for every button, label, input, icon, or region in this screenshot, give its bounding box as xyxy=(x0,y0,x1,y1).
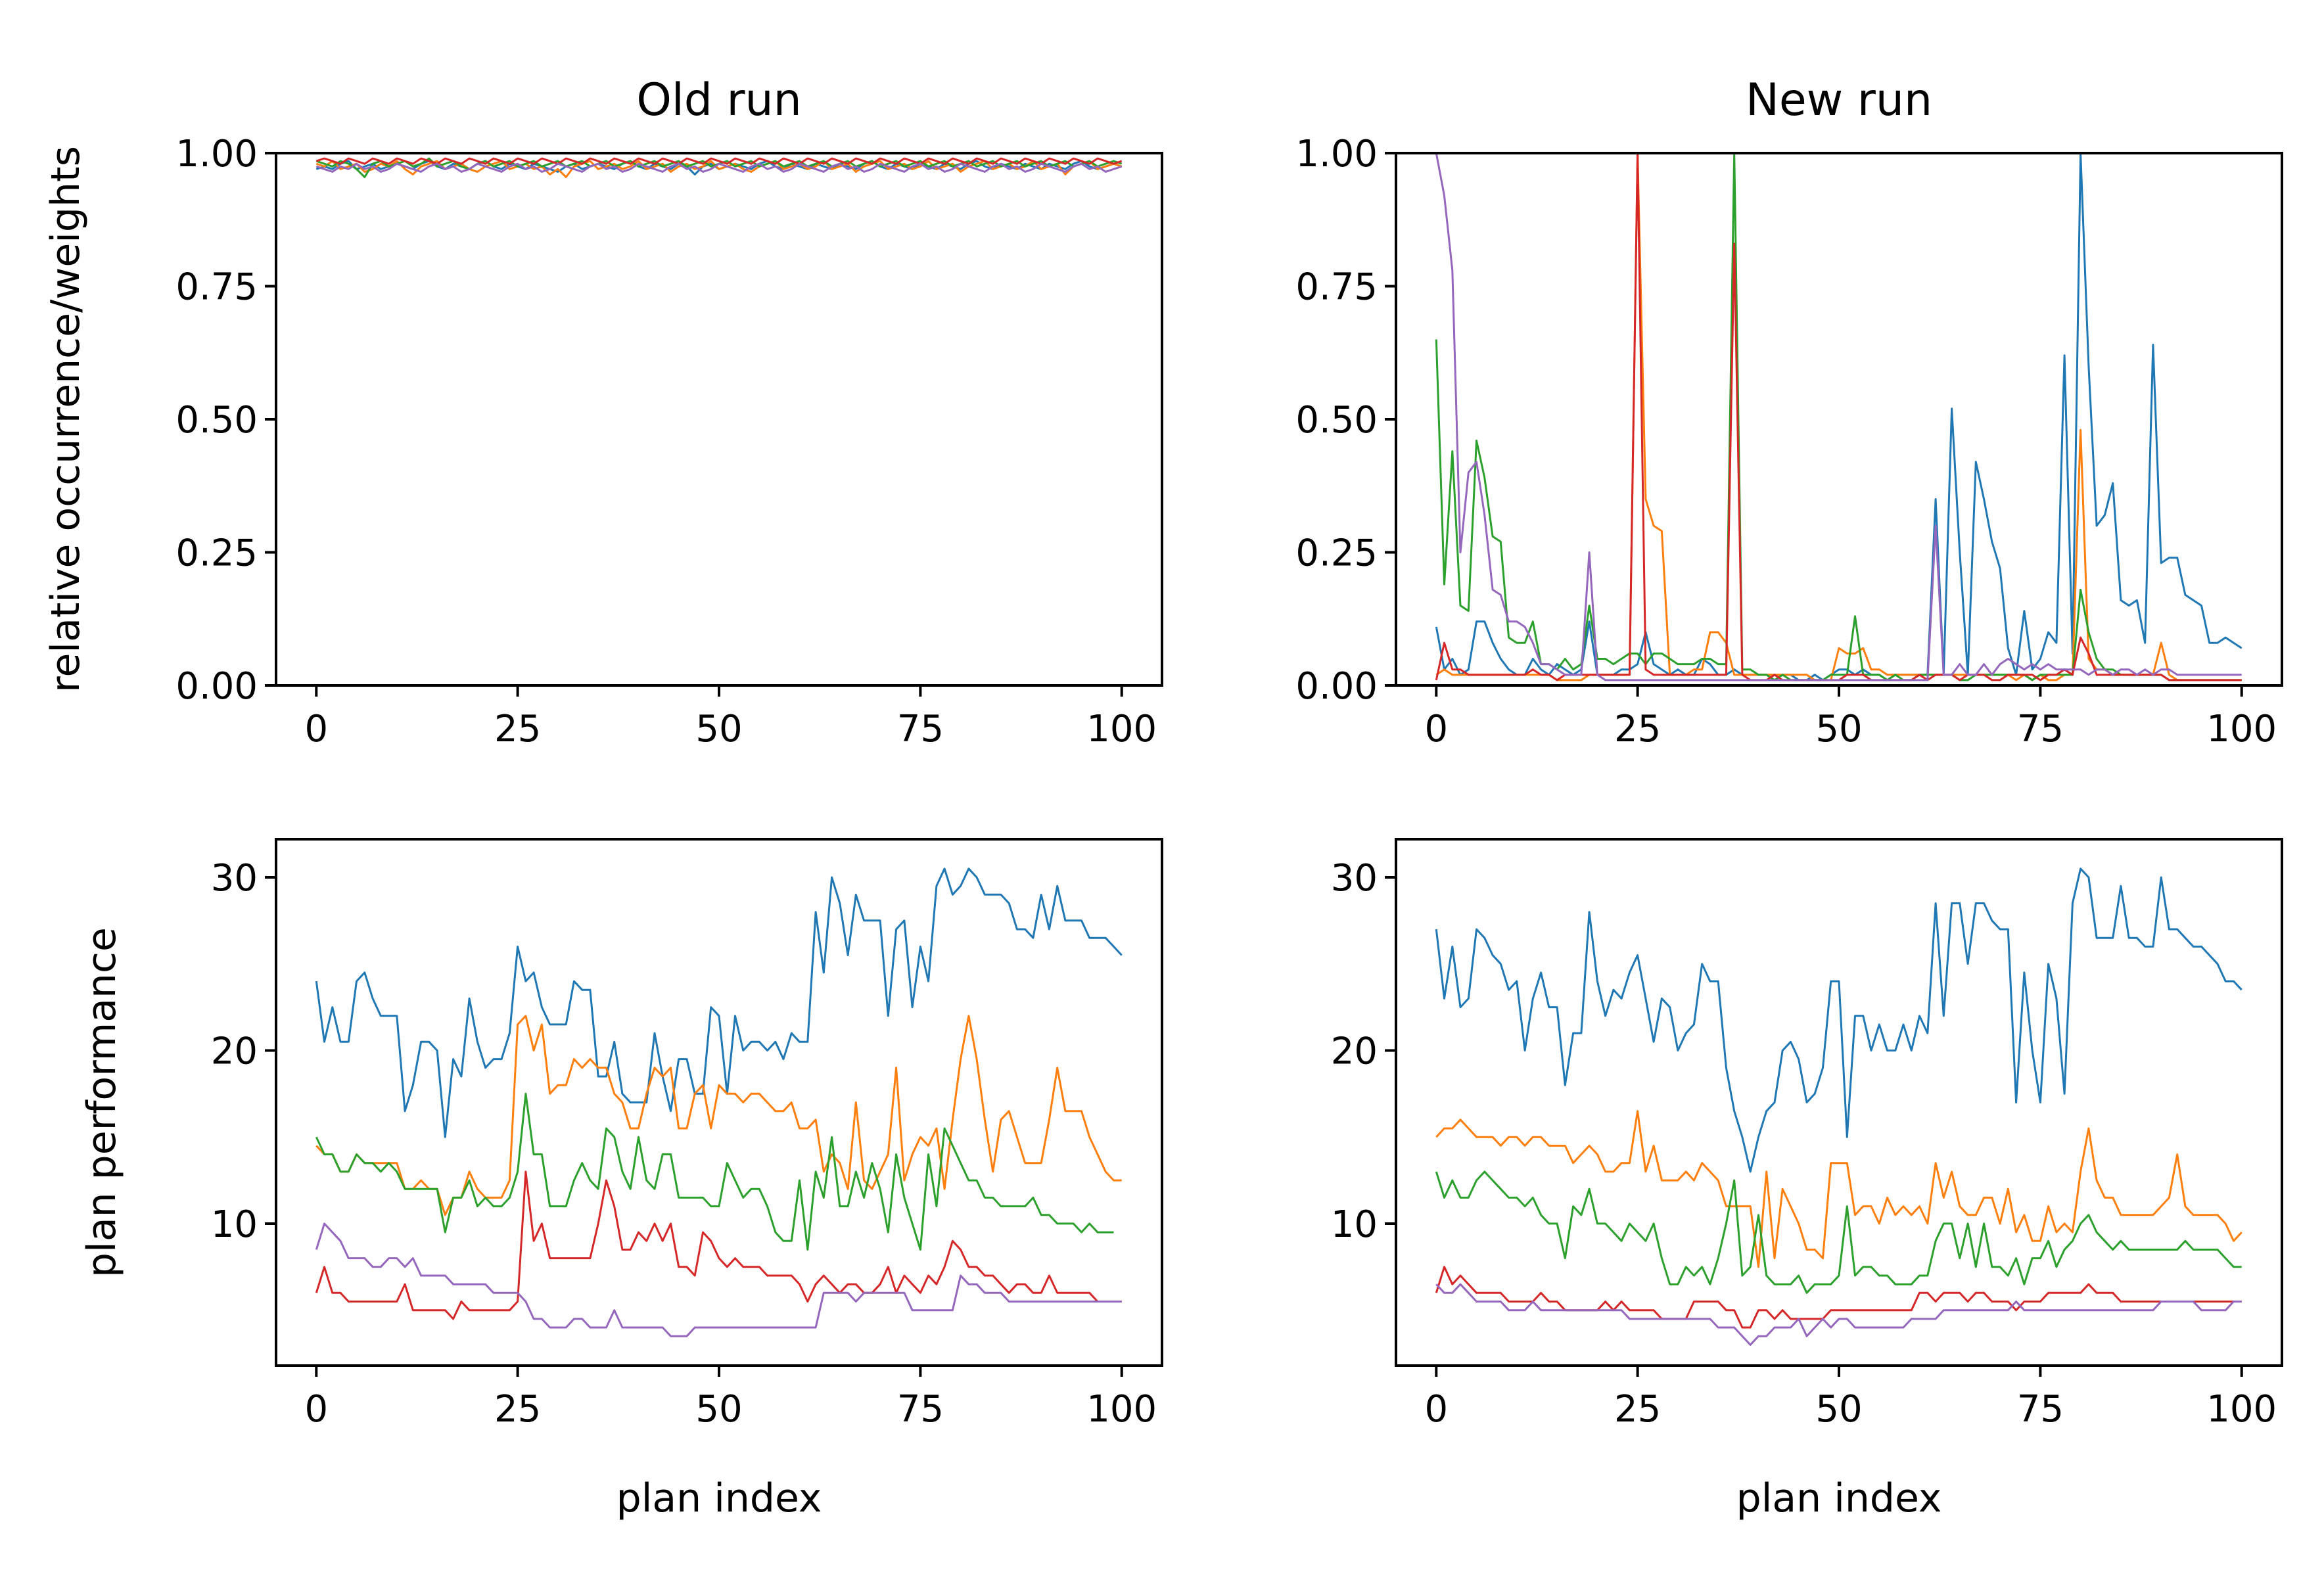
y-axis-label: relative occurrence/weights xyxy=(43,146,89,693)
plot-frame xyxy=(1395,838,2283,1367)
y-tick-label: 0.75 xyxy=(1295,266,1378,309)
x-tick-label: 0 xyxy=(1424,1388,1448,1431)
y-tick-label: 10 xyxy=(1331,1203,1378,1246)
y-tick-label: 0.50 xyxy=(175,399,258,442)
panel-title: Old run xyxy=(636,74,801,126)
series-line-2 xyxy=(315,1015,1122,1216)
y-tick-label: 0.50 xyxy=(1295,399,1378,442)
x-tick-label: 50 xyxy=(695,1388,742,1431)
panel-new-run-performance: plan index 0 25 50 75 100 10 20 30 xyxy=(1331,838,2283,1521)
x-tick-label: 25 xyxy=(494,708,541,750)
panel-old-run-weights: Old run relative occurrence/weights 0 25 5… xyxy=(43,74,1163,750)
series-line-4 xyxy=(315,157,1123,165)
series-line-3 xyxy=(1435,153,2242,681)
x-tick-label: 50 xyxy=(1815,708,1862,750)
x-tick-label: 0 xyxy=(304,708,328,750)
y-tick-label: 0.00 xyxy=(1295,665,1378,708)
series-line-4 xyxy=(315,1170,1122,1320)
x-tick-label: 50 xyxy=(1815,1388,1862,1431)
x-tick-label: 75 xyxy=(897,1388,944,1431)
series-line-5 xyxy=(315,1222,1122,1337)
y-axis-label: plan performance xyxy=(79,927,125,1278)
series-line-1 xyxy=(315,867,1123,1138)
x-tick-label: 25 xyxy=(1614,1388,1661,1431)
x-tick-label: 0 xyxy=(304,1388,328,1431)
y-tick-label: 20 xyxy=(211,1030,258,1073)
x-tick-label: 75 xyxy=(2017,1388,2064,1431)
x-axis-label: plan index xyxy=(616,1475,822,1521)
y-tick-label: 30 xyxy=(1331,857,1378,900)
x-tick-label: 50 xyxy=(695,708,742,750)
plot-frame xyxy=(275,152,1163,687)
series-line-2 xyxy=(1435,1110,2243,1268)
y-tick-label: 0.00 xyxy=(175,665,258,708)
plot-frame xyxy=(275,838,1163,1367)
series-line-3 xyxy=(1435,1170,2242,1294)
x-tick-label: 100 xyxy=(1086,1388,1157,1431)
y-tick-label: 0.25 xyxy=(1295,532,1378,575)
y-tick-label: 0.25 xyxy=(175,532,258,575)
series-line-1 xyxy=(1435,153,2243,681)
x-axis-label: plan index xyxy=(1736,1475,1942,1521)
x-tick-label: 25 xyxy=(494,1388,541,1431)
x-tick-label: 25 xyxy=(1614,708,1661,750)
y-tick-label: 20 xyxy=(1331,1030,1378,1073)
y-tick-label: 1.00 xyxy=(175,133,258,175)
series-line-1 xyxy=(1435,867,2243,1173)
plot-frame xyxy=(1395,152,2283,687)
series-line-5 xyxy=(1435,153,2242,681)
y-tick-label: 1.00 xyxy=(1295,133,1378,175)
panel-old-run-performance: plan performance plan index 0 25 50 75 100 10… xyxy=(79,838,1163,1521)
x-tick-label: 100 xyxy=(1086,708,1157,750)
panel-new-run-weights: New run 0 25 50 75 100 0.00 0.25 0.50 0.75 1.00 xyxy=(1295,74,2283,750)
x-tick-label: 75 xyxy=(897,708,944,750)
y-tick-label: 0.75 xyxy=(175,266,258,309)
x-tick-label: 0 xyxy=(1424,708,1448,750)
x-tick-label: 75 xyxy=(2017,708,2064,750)
y-tick-label: 10 xyxy=(211,1203,258,1246)
series-line-5 xyxy=(1435,1283,2242,1346)
x-tick-label: 100 xyxy=(2206,1388,2277,1431)
y-tick-label: 30 xyxy=(211,857,258,900)
x-tick-label: 100 xyxy=(2206,708,2277,750)
series-line-5 xyxy=(315,162,1123,173)
panel-title: New run xyxy=(1746,74,1932,126)
series-line-3 xyxy=(315,1092,1114,1251)
